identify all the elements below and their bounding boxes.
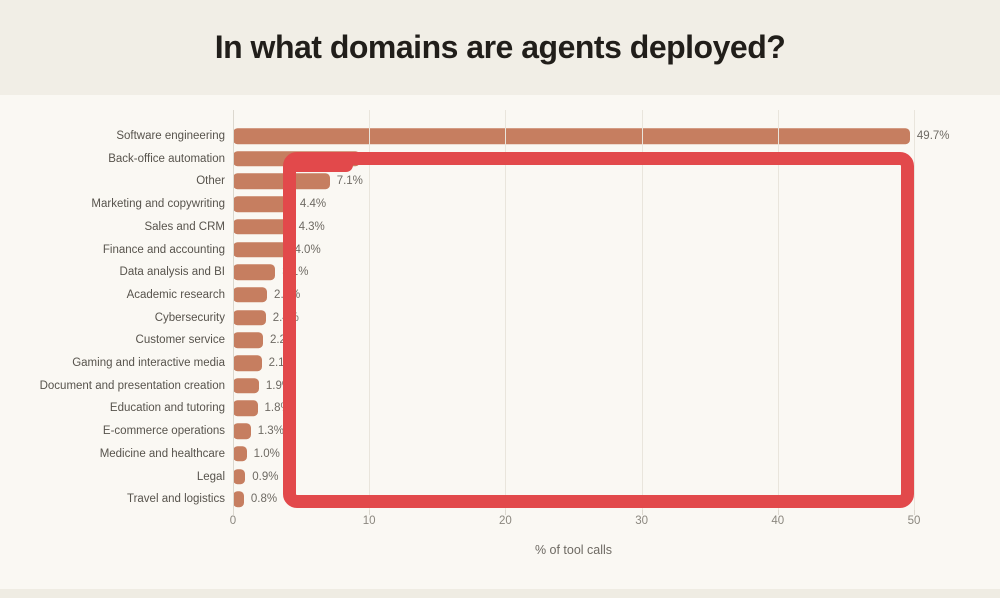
gridline-20	[505, 110, 507, 510]
x-tick-mark-10	[369, 510, 371, 515]
chart-title: In what domains are agents deployed?	[214, 29, 786, 65]
x-tick-label: 40	[771, 515, 785, 527]
bar	[233, 128, 910, 144]
value-label: 4.3%	[298, 220, 325, 233]
category-label: Academic research	[126, 288, 225, 301]
x-tick-mark-30	[641, 510, 643, 515]
x-tick-label: 30	[635, 515, 648, 527]
bar	[233, 332, 263, 349]
category-label: Travel and logistics	[126, 493, 225, 506]
bar	[233, 173, 330, 190]
category-label: Data analysis and BI	[119, 266, 225, 279]
category-label: Back-office automation	[108, 152, 225, 165]
bar	[233, 241, 288, 258]
category-label: Finance and accounting	[102, 243, 225, 256]
category-label: Legal	[196, 470, 225, 483]
gridline-10	[369, 110, 371, 510]
bar	[233, 196, 293, 212]
category-label: Other	[196, 175, 225, 188]
bar	[233, 355, 262, 371]
bar	[233, 377, 259, 394]
value-label: 1.3%	[257, 425, 284, 438]
x-tick-label: 20	[498, 515, 512, 527]
category-label: Education and tutoring	[109, 402, 225, 415]
bar	[233, 423, 251, 439]
x-tick-mark-40	[777, 510, 779, 515]
x-tick-mark-0	[233, 510, 234, 515]
annotation-rectangle	[283, 152, 914, 508]
x-axis-label: % of tool calls	[534, 543, 613, 557]
category-label: E-commerce operations	[102, 425, 225, 438]
title-bar: In what domains are agents deployed?	[0, 0, 1000, 95]
category-label: Cybersecurity	[154, 311, 225, 324]
annotation-stroke-tail	[284, 158, 353, 172]
x-tick-label: 0	[229, 515, 237, 527]
bar	[233, 446, 247, 462]
bar	[233, 468, 246, 485]
bar-chart: 0.8% Travel and logistics 0.9% Legal 1.0% Med…	[0, 95, 1000, 589]
category-label: Marketing and copywriting	[91, 198, 225, 211]
value-label: 4.4%	[299, 198, 327, 211]
x-tick-mark-20	[505, 510, 507, 515]
bar	[233, 491, 244, 507]
bar	[233, 287, 268, 303]
bottom-strip	[0, 589, 1000, 598]
x-tick-label: 10	[362, 515, 376, 527]
gridline-50	[914, 110, 915, 510]
category-label: Document and presentation creation	[39, 379, 225, 392]
category-label: Sales and CRM	[144, 220, 225, 233]
category-label: Customer service	[135, 334, 225, 347]
value-label: 0.8%	[250, 493, 278, 506]
category-label: Medicine and healthcare	[99, 447, 225, 460]
category-label: Gaming and interactive media	[72, 357, 225, 369]
gridline-30	[641, 110, 643, 510]
y-axis-line	[233, 110, 234, 510]
category-label: Software engineering	[116, 130, 225, 142]
bar	[233, 400, 258, 417]
value-label: 4.0%	[294, 243, 321, 256]
bar	[233, 264, 276, 280]
value-label: 7.1%	[336, 175, 363, 188]
bar	[233, 309, 266, 326]
value-label: 1.0%	[253, 447, 280, 460]
bar	[233, 219, 292, 235]
value-label: 49.7%	[916, 130, 950, 142]
value-label: 0.9%	[252, 470, 279, 483]
x-tick-mark-50	[914, 510, 915, 515]
x-tick-label: 50	[907, 515, 921, 527]
gridline-40	[777, 110, 779, 510]
